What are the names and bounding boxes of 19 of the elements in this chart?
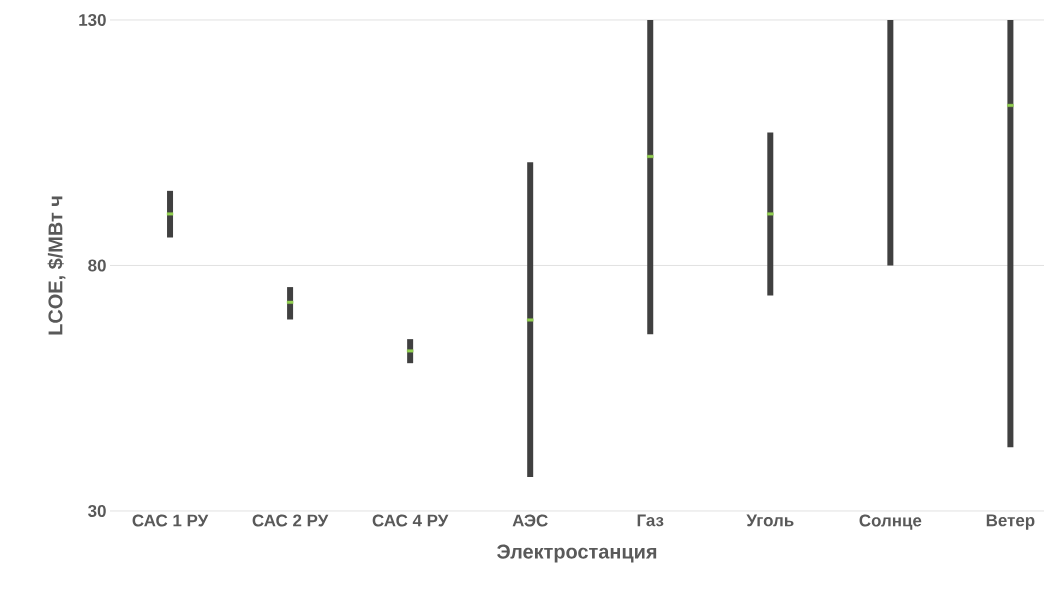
y-axis-title: LCOE, $/МВт ч: [47, 196, 66, 335]
x-tick-label: САС 1 РУ: [132, 514, 209, 527]
x-tick-label: САС 4 РУ: [372, 514, 449, 527]
x-tick-label: АЭС: [512, 514, 548, 527]
x-tick-label: Газ: [637, 514, 664, 527]
bar: [647, 19, 654, 335]
bar: [167, 190, 174, 238]
bar: [1007, 19, 1014, 448]
x-tick-label: Уголь: [746, 514, 794, 527]
y-tick-label: 130: [79, 13, 106, 26]
bar: [767, 132, 774, 296]
y-tick-label: 80: [88, 259, 106, 272]
y-tick-label: 30: [88, 504, 106, 517]
bar: [527, 162, 534, 478]
bar: [887, 19, 894, 266]
x-tick-label: САС 2 РУ: [252, 514, 329, 527]
x-tick-label: Солнце: [859, 514, 922, 530]
x-tick-label: Ветер: [986, 514, 1035, 530]
x-axis-title: Электростанция: [497, 544, 657, 563]
